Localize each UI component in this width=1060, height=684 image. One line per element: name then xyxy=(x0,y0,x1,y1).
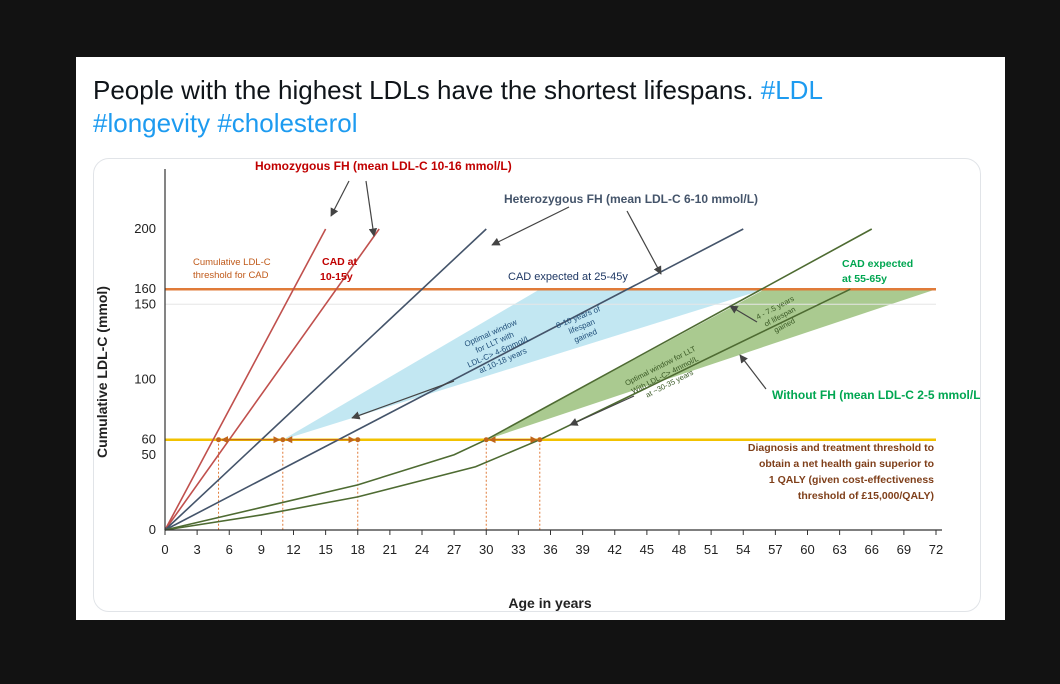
x-tick-label-0: 0 xyxy=(161,542,168,557)
chart-image[interactable]: 0 3 6 9 12 15 18 21 24 27 30 33 36 39 42 45 48 51 54 57 60 63… xyxy=(93,158,981,612)
marker-60-1 xyxy=(280,437,286,443)
y-tick-label-0: 0 xyxy=(149,522,156,537)
x-tick-label-12: 12 xyxy=(286,542,300,557)
x-tick-label-21: 21 xyxy=(383,542,397,557)
x-tick-label-54: 54 xyxy=(736,542,750,557)
arrow-without-fh xyxy=(739,354,767,390)
arrow-heterozygous-2 xyxy=(626,210,662,275)
marker-60-3 xyxy=(483,437,489,443)
ldl-chart: 0 3 6 9 12 15 18 21 24 27 30 33 36 39 42 45 48 51 54 57 60 63… xyxy=(94,159,980,611)
x-tick-label-72: 72 xyxy=(929,542,943,557)
tweet-card: People with the highest LDLs have the sh… xyxy=(76,57,1005,620)
diagnosis-label-4: threshold of £15,000/QALY) xyxy=(798,490,934,502)
optimal-window-1 xyxy=(486,289,936,440)
x-tick-label-48: 48 xyxy=(672,542,686,557)
marker-60-2 xyxy=(355,437,361,443)
x-tick-label-36: 36 xyxy=(543,542,557,557)
arrow-homozygous-2 xyxy=(365,180,378,237)
x-tick-label-3: 3 xyxy=(194,542,201,557)
y-tick-label-150: 150 xyxy=(134,296,156,311)
diagnosis-label-3: 1 QALY (given cost-effectiveness xyxy=(769,474,934,486)
x-tick-label-27: 27 xyxy=(447,542,461,557)
series-line-4 xyxy=(164,228,873,531)
arrow-window-without xyxy=(569,395,635,426)
x-tick-label-30: 30 xyxy=(479,542,493,557)
arrow-homozygous-1 xyxy=(330,180,350,217)
annotation-arrows xyxy=(330,180,767,426)
cad-10-15-label-2: 10-15y xyxy=(320,271,353,283)
cad-10-15-label-1: CAD at xyxy=(322,256,358,268)
cad-55-65-label-2: at 55-65y xyxy=(842,273,887,285)
hashtag-longevity[interactable]: #longevity xyxy=(93,108,211,138)
x-tick-label-57: 57 xyxy=(768,542,782,557)
y-tick-label-200: 200 xyxy=(134,221,156,236)
x-tick-label-63: 63 xyxy=(832,542,846,557)
x-tick-label-51: 51 xyxy=(704,542,718,557)
x-tick-label-66: 66 xyxy=(865,542,879,557)
y-tick-label-100: 100 xyxy=(134,372,156,387)
arrow-heterozygous-1 xyxy=(491,206,570,246)
x-tick-label-6: 6 xyxy=(226,542,233,557)
y-tick-label-160: 160 xyxy=(134,281,156,296)
tweet-text: People with the highest LDLs have the sh… xyxy=(93,74,973,140)
y-tick-label-60: 60 xyxy=(142,432,156,447)
x-tick-label-60: 60 xyxy=(800,542,814,557)
x-tick-label-24: 24 xyxy=(415,542,429,557)
x-tick-label-69: 69 xyxy=(897,542,911,557)
series-line-3 xyxy=(164,228,744,531)
hashtag-ldl[interactable]: #LDL xyxy=(760,75,823,105)
x-tick-label-39: 39 xyxy=(575,542,589,557)
diagnosis-label-2: obtain a net health gain superior to xyxy=(759,458,934,470)
x-tick-label-18: 18 xyxy=(351,542,365,557)
threshold-label-1: Cumulative LDL-C xyxy=(193,257,271,268)
x-tick-label-33: 33 xyxy=(511,542,525,557)
series-line-1 xyxy=(164,228,380,531)
threshold-label-2: threshold for CAD xyxy=(193,270,269,281)
x-tick-label-15: 15 xyxy=(318,542,332,557)
series-line-0 xyxy=(164,228,327,531)
optimal-window-0 xyxy=(282,289,765,440)
cad-55-65-label-1: CAD expected xyxy=(842,258,913,270)
y-axis-label: Cumulative LDL-C (mmol) xyxy=(94,286,110,458)
arrow-gain-without xyxy=(729,305,758,323)
x-tick-label-42: 42 xyxy=(608,542,622,557)
homozygous-label: Homozygous FH (mean LDL-C 10-16 mmol/L) xyxy=(255,159,512,173)
heterozygous-label: Heterozygous FH (mean LDL-C 6-10 mmol/L) xyxy=(504,192,758,206)
marker-60-0 xyxy=(216,437,222,443)
marker-60-4 xyxy=(537,437,543,443)
x-tick-label-45: 45 xyxy=(640,542,654,557)
series-line-2 xyxy=(164,228,487,531)
hashtag-cholesterol[interactable]: #cholesterol xyxy=(217,108,358,138)
without-fh-label: Without FH (mean LDL-C 2-5 mmol/L) xyxy=(772,388,980,402)
y-tick-label-50: 50 xyxy=(142,447,156,462)
cad-25-45-label: CAD expected at 25-45y xyxy=(508,271,628,283)
x-tick-label-9: 9 xyxy=(258,542,265,557)
diagnosis-label-1: Diagnosis and treatment threshold to xyxy=(748,442,934,454)
x-axis-label: Age in years xyxy=(508,595,591,611)
arrow-window-hetero xyxy=(351,380,455,420)
tweet-body: People with the highest LDLs have the sh… xyxy=(93,75,754,105)
